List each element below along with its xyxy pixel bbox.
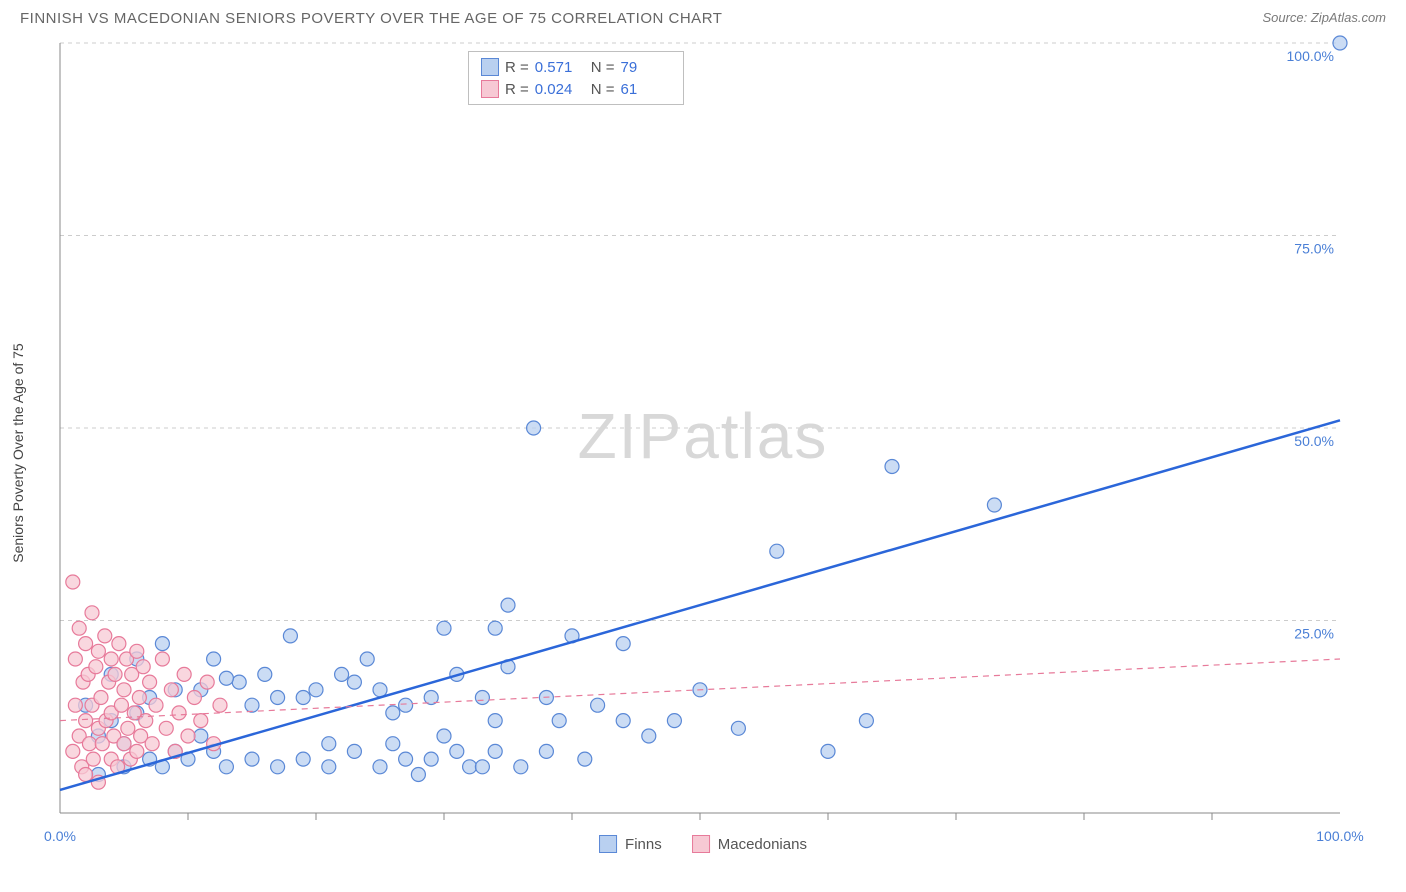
n-value: 79 bbox=[621, 59, 671, 76]
chart-area: Seniors Poverty Over the Age of 75 25.0%… bbox=[10, 33, 1396, 873]
r-value: 0.024 bbox=[535, 81, 585, 98]
stat-row: R = 0.024 N = 61 bbox=[481, 78, 671, 100]
correlation-stats-box: R = 0.571 N = 79 R = 0.024 N = 61 bbox=[468, 51, 684, 105]
legend-bottom: Finns Macedonians bbox=[599, 835, 807, 853]
stat-row: R = 0.571 N = 79 bbox=[481, 56, 671, 78]
legend-swatch bbox=[599, 835, 617, 853]
legend-item: Macedonians bbox=[692, 835, 807, 853]
series-swatch bbox=[481, 58, 499, 76]
svg-text:100.0%: 100.0% bbox=[1316, 828, 1363, 844]
r-value: 0.571 bbox=[535, 59, 585, 76]
svg-text:75.0%: 75.0% bbox=[1294, 241, 1334, 257]
chart-source: Source: ZipAtlas.com bbox=[1262, 10, 1386, 25]
legend-label: Macedonians bbox=[718, 836, 807, 853]
legend-item: Finns bbox=[599, 835, 662, 853]
chart-title: FINNISH VS MACEDONIAN SENIORS POVERTY OV… bbox=[20, 10, 722, 27]
n-label: N = bbox=[591, 59, 615, 76]
svg-text:0.0%: 0.0% bbox=[44, 828, 76, 844]
legend-label: Finns bbox=[625, 836, 662, 853]
svg-text:50.0%: 50.0% bbox=[1294, 433, 1334, 449]
y-axis-label: Seniors Poverty Over the Age of 75 bbox=[10, 343, 26, 562]
scatter-chart-svg: 25.0% 50.0% 75.0% 100.0% 0.0% 100.0% bbox=[10, 33, 1396, 873]
r-label: R = bbox=[505, 59, 529, 76]
series-swatch bbox=[481, 80, 499, 98]
n-label: N = bbox=[591, 81, 615, 98]
n-value: 61 bbox=[621, 81, 671, 98]
r-label: R = bbox=[505, 81, 529, 98]
chart-header: FINNISH VS MACEDONIAN SENIORS POVERTY OV… bbox=[10, 10, 1396, 33]
svg-text:100.0%: 100.0% bbox=[1287, 48, 1334, 64]
svg-text:25.0%: 25.0% bbox=[1294, 626, 1334, 642]
legend-swatch bbox=[692, 835, 710, 853]
